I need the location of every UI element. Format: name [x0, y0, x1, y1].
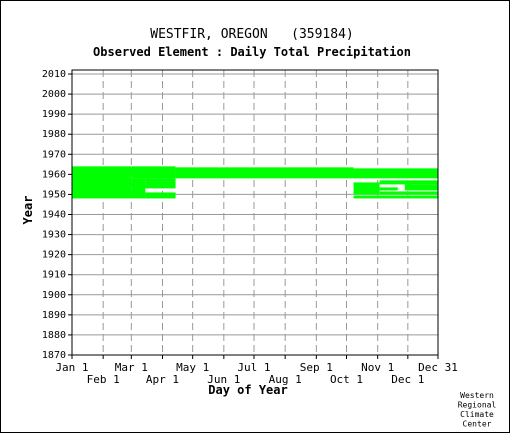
x-tick-label: Apr 1	[146, 373, 179, 386]
data-record-block	[145, 192, 176, 199]
data-record-block	[379, 180, 438, 185]
grid-layer	[72, 70, 438, 356]
y-tick-label: 1920	[42, 250, 66, 261]
data-record-block	[353, 182, 380, 195]
y-tick-label: 1910	[42, 270, 66, 281]
credit-line: Western	[460, 391, 494, 400]
plot-border	[71, 69, 439, 356]
data-record-block	[353, 195, 438, 199]
x-tick-label: Feb 1	[87, 373, 120, 386]
tick-layer: 1870 1880 1890 1900 1910 1920 1930 1940 1950 1960…	[42, 69, 458, 386]
data-record-block	[175, 167, 354, 179]
x-tick-label: Dec 1	[391, 373, 424, 386]
x-tick-label: Aug 1	[269, 373, 302, 386]
credit-line: Climate	[460, 410, 494, 419]
y-tick-label: 1870	[42, 350, 66, 361]
data-record-block	[131, 166, 176, 179]
y-tick-label: 2010	[42, 69, 66, 80]
chart-title: WESTFIR, OREGON (359184)	[150, 27, 354, 42]
x-tick-label: Mar 1	[115, 361, 148, 374]
y-tick-label: 2000	[42, 89, 66, 100]
y-tick-label: 1880	[42, 330, 66, 341]
data-record-block	[353, 168, 438, 179]
y-tick-label: 1990	[42, 109, 66, 120]
y-axis-title: Year	[21, 196, 35, 225]
x-tick-label: Jan 1	[55, 361, 88, 374]
y-tick-label: 1970	[42, 149, 66, 160]
x-tick-label: Dec 31	[418, 361, 458, 374]
data-record-block	[72, 166, 132, 199]
x-tick-label: Jun 1	[207, 373, 240, 386]
y-tick-label: 1980	[42, 129, 66, 140]
y-tick-label: 1940	[42, 210, 66, 221]
data-layer	[72, 166, 438, 199]
y-tick-label: 1890	[42, 310, 66, 321]
credit-line: Center	[463, 420, 492, 429]
x-tick-label: Jul 1	[237, 361, 270, 374]
data-record-block	[404, 184, 438, 191]
data-record-block	[145, 178, 176, 189]
x-tick-label: May 1	[176, 361, 209, 374]
y-tick-label: 1960	[42, 169, 66, 180]
x-axis-title: Day of Year	[208, 383, 287, 397]
x-tick-label: Nov 1	[361, 361, 394, 374]
y-tick-label: 1950	[42, 189, 66, 200]
credit-line: Regional	[458, 401, 497, 410]
data-record-block	[379, 191, 438, 195]
x-tick-label: Sep 1	[300, 361, 333, 374]
x-tick-label: Oct 1	[330, 373, 363, 386]
data-record-block	[379, 187, 398, 191]
data-record-block	[131, 178, 146, 199]
chart-subtitle: Observed Element : Daily Total Precipita…	[93, 45, 411, 59]
y-tick-label: 1930	[42, 230, 66, 241]
y-tick-label: 1900	[42, 290, 66, 301]
